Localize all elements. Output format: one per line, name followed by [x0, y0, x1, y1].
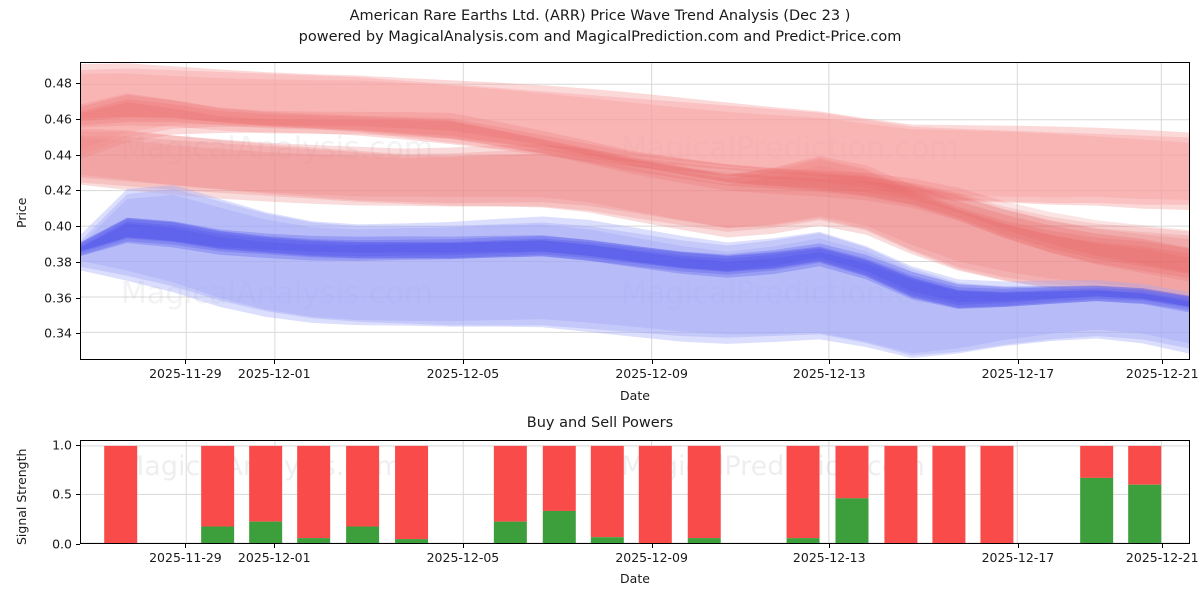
- x-tickmark: [652, 360, 653, 364]
- signal-x-tick: 2025-12-21: [1126, 550, 1199, 565]
- price-y-tick: 0.36: [44, 290, 72, 305]
- price-x-tick: 2025-12-13: [793, 366, 866, 381]
- signal-x-tick: 2025-12-13: [793, 550, 866, 565]
- price-y-tick: 0.48: [44, 76, 72, 91]
- signal-y-tick: 0.5: [52, 487, 72, 502]
- page-title: American Rare Earths Ltd. (ARR) Price Wa…: [0, 6, 1200, 48]
- y-tickmark: [76, 445, 80, 446]
- x-tickmark: [185, 360, 186, 364]
- signal-y-tick: 0.0: [52, 537, 72, 552]
- date-axis-label-top: Date: [80, 388, 1190, 403]
- x-tickmark: [274, 360, 275, 364]
- y-tickmark: [76, 226, 80, 227]
- y-tickmark: [76, 190, 80, 191]
- x-tickmark: [829, 544, 830, 548]
- price-x-tick: 2025-12-17: [982, 366, 1055, 381]
- price-x-tick: 2025-12-21: [1126, 366, 1199, 381]
- y-tickmark: [76, 155, 80, 156]
- x-tickmark: [1018, 360, 1019, 364]
- price-x-tick: 2025-12-05: [427, 366, 500, 381]
- signal-x-tick: 2025-12-09: [615, 550, 688, 565]
- signal-y-tick: 1.0: [52, 437, 72, 452]
- price-wave-svg: MagicalAnalysis.comMagicalPrediction.com…: [81, 63, 1189, 359]
- signal-x-tick: 2025-12-17: [982, 550, 1055, 565]
- x-tickmark: [274, 544, 275, 548]
- signal-strength-axis-label: Signal Strength: [14, 449, 29, 545]
- title-line-1: American Rare Earths Ltd. (ARR) Price Wa…: [0, 6, 1200, 27]
- buy-sell-powers-plot: MagicalAnalysis.comMagicalPrediction.com: [80, 440, 1190, 544]
- price-y-tick: 0.38: [44, 254, 72, 269]
- price-y-tick: 0.40: [44, 219, 72, 234]
- date-axis-label-bottom: Date: [80, 571, 1190, 586]
- price-wave-plot: MagicalAnalysis.comMagicalPrediction.com…: [80, 62, 1190, 360]
- signal-x-tick: 2025-12-01: [238, 550, 311, 565]
- y-tickmark: [76, 262, 80, 263]
- price-y-tick: 0.42: [44, 183, 72, 198]
- y-tickmark: [76, 83, 80, 84]
- x-tickmark: [463, 360, 464, 364]
- signal-x-tick: 2025-12-05: [427, 550, 500, 565]
- chart-page: American Rare Earths Ltd. (ARR) Price Wa…: [0, 0, 1200, 600]
- price-x-tick: 2025-12-09: [615, 366, 688, 381]
- x-tickmark: [1018, 544, 1019, 548]
- price-x-tick: 2025-11-29: [149, 366, 222, 381]
- y-tickmark: [76, 119, 80, 120]
- price-y-tick: 0.44: [44, 147, 72, 162]
- x-tickmark: [463, 544, 464, 548]
- signal-x-tick: 2025-11-29: [149, 550, 222, 565]
- y-tickmark: [76, 544, 80, 545]
- buy-sell-svg: MagicalAnalysis.comMagicalPrediction.com: [81, 441, 1189, 543]
- title-line-2: powered by MagicalAnalysis.com and Magic…: [0, 27, 1200, 48]
- price-y-tick: 0.46: [44, 112, 72, 127]
- x-tickmark: [652, 544, 653, 548]
- buy-sell-powers-title: Buy and Sell Powers: [0, 415, 1200, 431]
- x-tickmark: [829, 360, 830, 364]
- x-tickmark: [1162, 360, 1163, 364]
- price-y-tick: 0.34: [44, 326, 72, 341]
- x-tickmark: [1162, 544, 1163, 548]
- y-tickmark: [76, 494, 80, 495]
- y-tickmark: [76, 333, 80, 334]
- x-tickmark: [185, 544, 186, 548]
- y-tickmark: [76, 298, 80, 299]
- price-axis-label: Price: [14, 198, 29, 229]
- price-x-tick: 2025-12-01: [238, 366, 311, 381]
